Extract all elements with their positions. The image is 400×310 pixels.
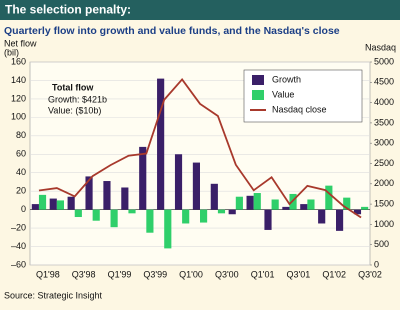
bar [110,209,118,228]
bar [182,209,190,224]
y2-tick-label: 2500 [374,158,394,168]
bar [361,206,369,210]
x-tick-label: Q1'01 [251,269,275,279]
bar [325,185,333,210]
bar [271,199,279,210]
y2-tick-label: 2000 [374,178,394,188]
bar [74,209,82,218]
bar [300,204,308,210]
x-tick-label: Q3'01 [287,269,311,279]
bar [164,209,172,249]
y-axis-label: (bil) [4,47,19,57]
y2-tick-label: 0 [374,259,379,269]
y2-tick-label: 3500 [374,117,394,127]
bar [228,209,236,215]
y-tick-label: 20 [16,186,26,196]
y-tick-label: –20 [11,222,26,232]
bar [200,209,208,223]
bar [318,209,326,224]
bar [217,209,226,214]
annotation-line: Value: ($10b) [48,105,101,115]
bar [38,194,47,210]
bar [31,204,39,210]
y2-tick-label: 1000 [374,219,394,229]
y-tick-label: 140 [11,75,26,85]
bar [289,193,297,210]
bar [336,209,344,231]
legend-swatch [252,75,264,85]
y-tick-label: 60 [16,149,26,159]
bar [121,187,129,210]
y2-tick-label: 4000 [374,97,394,107]
y-tick-label: –60 [11,259,26,269]
x-tick-label: Q3'00 [215,269,239,279]
bar [85,176,93,210]
x-tick-label: Q1'02 [322,269,346,279]
y-tick-label: 40 [16,167,26,177]
x-tick-label: Q3'98 [72,269,96,279]
y-tick-label: 160 [11,56,26,66]
bar [174,154,183,210]
chart-title: Quarterly flow into growth and value fun… [4,25,340,37]
x-tick-label: Q1'98 [36,269,60,279]
annotation-line: Growth: $421b [48,94,107,104]
y-tick-label: 0 [21,204,26,214]
y2-tick-label: 5000 [374,56,394,66]
annotation-title: Total flow [52,82,94,92]
bar [157,78,165,210]
x-tick-label: Q3'02 [358,269,382,279]
bar [146,209,154,233]
y-axis-label: Net flow [4,38,37,48]
y-tick-label: 100 [11,112,26,122]
line [38,78,362,219]
bar [192,162,200,210]
bar [49,198,57,210]
y2-axis-label: Nasdaq [365,42,396,52]
header-bar [0,0,400,20]
y-tick-label: –40 [11,241,26,251]
bar [67,196,75,210]
legend-label: Nasdaq close [272,104,327,114]
bar [235,196,243,210]
bar [253,193,261,210]
y2-tick-label: 1500 [374,198,394,208]
legend-label: Growth [272,74,301,84]
bar [282,206,290,210]
y2-tick-label: 4500 [374,77,394,87]
bar [56,200,64,210]
x-tick-label: Q1'99 [108,269,132,279]
bar [307,199,315,210]
y-tick-label: 120 [11,93,26,103]
bar [210,183,218,210]
y2-tick-label: 3000 [374,138,394,148]
bar [343,197,351,210]
y2-tick-label: 500 [374,239,389,249]
header: The selection penalty: [5,3,131,17]
bar [128,209,136,214]
bar [92,209,100,221]
y-tick-label: 80 [16,130,26,140]
bar [246,195,254,210]
bar [264,209,272,230]
x-tick-label: Q3'99 [143,269,167,279]
legend-swatch [252,90,264,100]
bar [139,146,147,210]
x-tick-label: Q1'00 [179,269,203,279]
legend-label: Value [272,89,294,99]
bar [103,181,111,210]
source: Source: Strategic Insight [4,290,103,300]
bar [353,209,362,215]
